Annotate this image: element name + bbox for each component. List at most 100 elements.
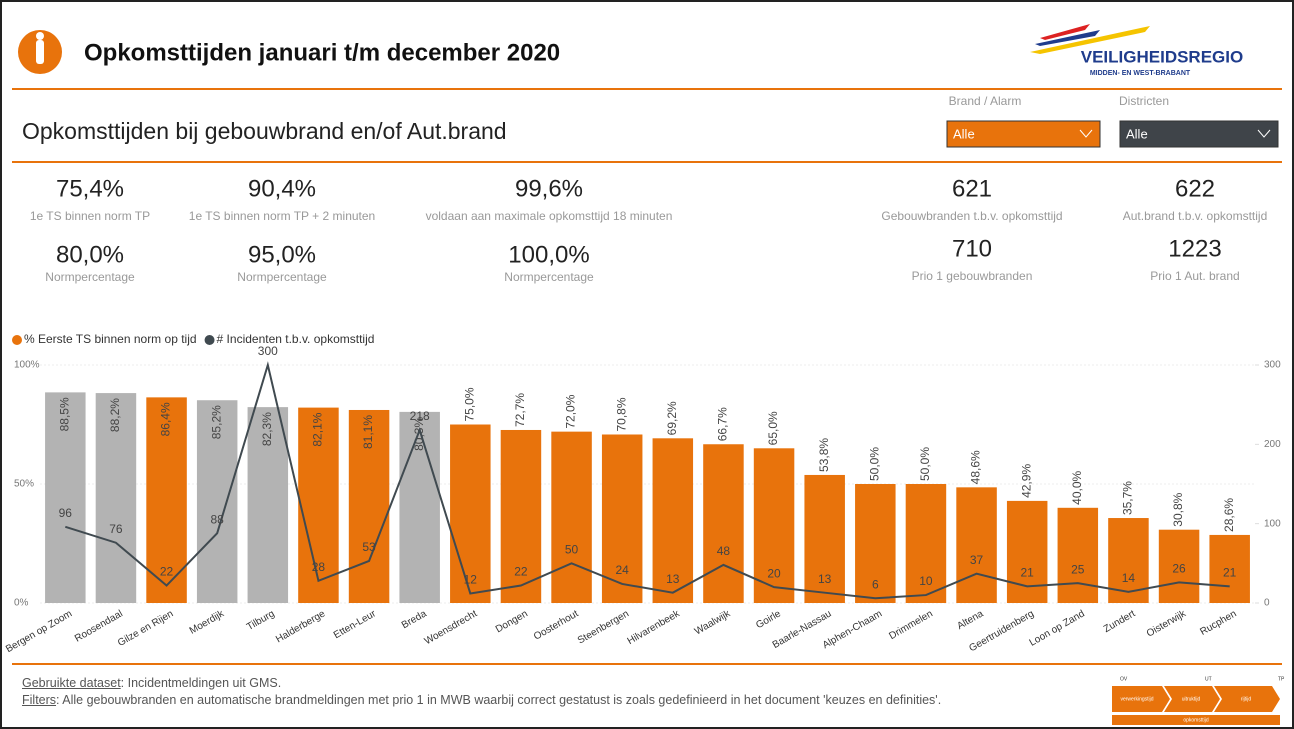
logo-sub: MIDDEN- EN WEST-BRABANT <box>1090 70 1191 77</box>
value-label: 50,0% <box>867 447 881 481</box>
value-label: 70,8% <box>614 397 628 431</box>
dropdown-value[interactable]: Alle <box>1126 126 1148 141</box>
line-label: 20 <box>767 566 781 580</box>
value-label: 53,8% <box>817 438 831 472</box>
value-label: 88,2% <box>108 398 122 432</box>
kpi-value: 99,6% <box>515 175 583 202</box>
line-label: 53 <box>362 540 376 554</box>
bar <box>652 438 694 603</box>
marker-label: TP <box>1278 676 1285 682</box>
footer-key: Gebruikte dataset <box>22 676 121 690</box>
kpi-norm: 95,0% <box>248 241 316 268</box>
line-label: 12 <box>464 573 478 587</box>
value-label: 82,3% <box>260 412 274 446</box>
line-label: 88 <box>211 512 225 526</box>
bar <box>1158 529 1200 603</box>
line-label: 22 <box>160 565 174 579</box>
logo-stripe <box>1030 26 1150 54</box>
kpi-label: 1e TS binnen norm TP <box>30 209 150 223</box>
value-label: 65,0% <box>766 411 780 445</box>
step <box>1112 686 1170 712</box>
line-label: 76 <box>109 522 123 536</box>
kpi-norm-label: Normpercentage <box>45 270 135 284</box>
value-label: 30,8% <box>1171 492 1185 526</box>
bar <box>247 407 289 603</box>
logo-name: VEILIGHEIDSREGIO <box>1081 47 1243 66</box>
bar <box>45 392 86 603</box>
bar <box>1209 534 1250 603</box>
line-label: 96 <box>59 506 73 520</box>
line-label: 48 <box>717 544 731 558</box>
step-label: verwerkingstijd <box>1120 696 1153 702</box>
value-label: 40,0% <box>1070 470 1084 504</box>
value-label: 86,4% <box>159 402 173 436</box>
value-label: 72,7% <box>513 393 527 427</box>
logo-stripe <box>1035 30 1100 46</box>
line-label: 28 <box>312 560 326 574</box>
line-label: 21 <box>1021 566 1035 580</box>
bar <box>703 444 744 603</box>
value-label: 88,5% <box>57 397 71 431</box>
count-value: 622 <box>1175 175 1215 202</box>
footer-text: : Incidentmeldingen uit GMS. <box>120 676 282 690</box>
footer-line: Filters: Alle gebouwbranden en automatis… <box>22 693 941 707</box>
value-label: 72,0% <box>564 394 578 428</box>
process-diagram: verwerkingstijd uitruktijd rijtijd opkom… <box>1112 676 1285 725</box>
marker-label: UT <box>1205 676 1212 682</box>
count-value: 1223 <box>1168 235 1221 262</box>
dropdown[interactable] <box>1119 120 1279 148</box>
value-label: 75,0% <box>462 387 476 421</box>
value-label: 81,1% <box>361 415 375 449</box>
subtitle: Opkomsttijden bij gebouwbrand en/of Aut.… <box>22 118 507 144</box>
kpi-norm-label: Normpercentage <box>504 270 594 284</box>
icon-figure <box>36 40 44 64</box>
logo-stripe <box>1040 24 1090 40</box>
bar <box>855 484 896 603</box>
kpi-label: voldaan aan maximale opkomsttijd 18 minu… <box>426 209 673 223</box>
line <box>65 361 1230 600</box>
dropdown-value[interactable]: Alle <box>953 126 975 141</box>
legend-swatch <box>12 335 22 345</box>
count-label: Gebouwbranden t.b.v. opkomsttijd <box>881 209 1062 223</box>
line-label: 24 <box>616 563 630 577</box>
bar <box>450 424 491 603</box>
bar <box>804 474 845 603</box>
bar <box>905 484 947 603</box>
bar <box>551 431 592 603</box>
y2-tick-label: 100 <box>1264 518 1281 529</box>
bar <box>956 487 997 603</box>
line-label: 10 <box>919 574 933 588</box>
kpi-norm: 80,0% <box>56 241 124 268</box>
line-label: 13 <box>818 572 832 586</box>
marker-label: OV <box>1120 676 1128 682</box>
value-label: 28,6% <box>1222 498 1236 532</box>
value-label: 85,2% <box>209 405 223 439</box>
step-label: opkomsttijd <box>1183 717 1209 723</box>
dropdown[interactable] <box>946 120 1101 148</box>
line-label: 50 <box>565 543 579 557</box>
y2-tick-label: 200 <box>1264 439 1281 450</box>
kpi-label: 1e TS binnen norm TP + 2 minuten <box>189 209 375 223</box>
title: Opkomsttijden januari t/m december 2020 <box>84 39 560 66</box>
bar <box>348 409 390 603</box>
line-label: 25 <box>1071 562 1085 576</box>
footer-key: Filters <box>22 693 57 707</box>
kpi-norm: 100,0% <box>508 241 589 268</box>
y2-tick-label: 300 <box>1264 360 1281 371</box>
kpi-norm-label: Normpercentage <box>237 270 327 284</box>
bar <box>601 434 643 603</box>
value-label: 48,6% <box>969 450 983 484</box>
kpi-value: 90,4% <box>248 175 316 202</box>
line-label: 13 <box>666 572 680 586</box>
legend-swatch <box>204 335 215 345</box>
bar <box>753 448 795 603</box>
step-label: uitruktijd <box>1182 696 1201 702</box>
filter-label: Districten <box>1119 94 1169 108</box>
legend-label: % Eerste TS binnen norm op tijd <box>24 332 197 346</box>
legend-label: # Incidenten t.b.v. opkomsttijd <box>217 332 375 346</box>
line-label: 6 <box>872 577 879 591</box>
count-label: Prio 1 Aut. brand <box>1150 269 1239 283</box>
dropdown-arrow <box>1257 129 1271 138</box>
